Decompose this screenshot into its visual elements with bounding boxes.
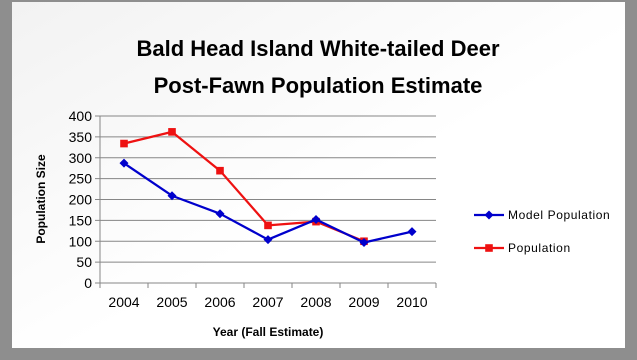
y-tick-label: 400 [69,108,93,124]
y-tick-label: 50 [76,254,92,270]
data-point [264,221,272,230]
legend-entry: Model Population [474,208,610,222]
data-point [215,209,225,219]
y-axis-title: Population Size [34,154,48,244]
data-point [359,238,369,248]
x-tick-label: 2005 [156,294,187,310]
y-tick-label: 100 [69,233,93,249]
x-tick-labels: 2004 2005 2006 2007 2008 2009 2010 [108,294,427,310]
y-tick-label: 150 [69,212,93,228]
x-tick-label: 2004 [108,294,139,310]
chart-title-line2: Post-Fawn Population Estimate [154,73,483,98]
x-tick-label: 2006 [204,294,235,310]
legend-label: Population [508,241,571,255]
x-tick-label: 2008 [300,294,331,310]
legend-entry: Population [474,241,571,255]
x-tick-label: 2010 [396,294,427,310]
data-point [120,139,128,148]
legend-marker [485,244,493,252]
legend: Model Population Population [474,208,610,255]
x-tick-label: 2007 [252,294,283,310]
y-tick-labels: 0 50 100 150 200 250 300 350 400 [69,108,93,291]
y-tick-label: 350 [69,129,93,145]
data-point [216,166,224,175]
data-point [168,128,176,136]
legend-marker [484,210,494,220]
y-tick-label: 0 [84,275,92,291]
data-point [311,215,321,225]
chart-area [12,2,625,348]
chart-title-line1: Bald Head Island White-tailed Deer [136,36,500,61]
data-point [263,235,273,245]
data-point [407,227,417,237]
x-tick-label: 2009 [348,294,379,310]
series-line [123,130,365,243]
y-tick-label: 300 [69,150,93,166]
series-group [119,128,417,248]
data-point [167,191,177,201]
series-model-population [119,158,417,248]
x-axis-title: Year (Fall Estimate) [213,325,324,339]
y-tick-label: 250 [69,171,93,187]
y-tick-label: 200 [69,192,93,208]
legend-label: Model Population [508,208,610,222]
data-point [119,158,129,168]
